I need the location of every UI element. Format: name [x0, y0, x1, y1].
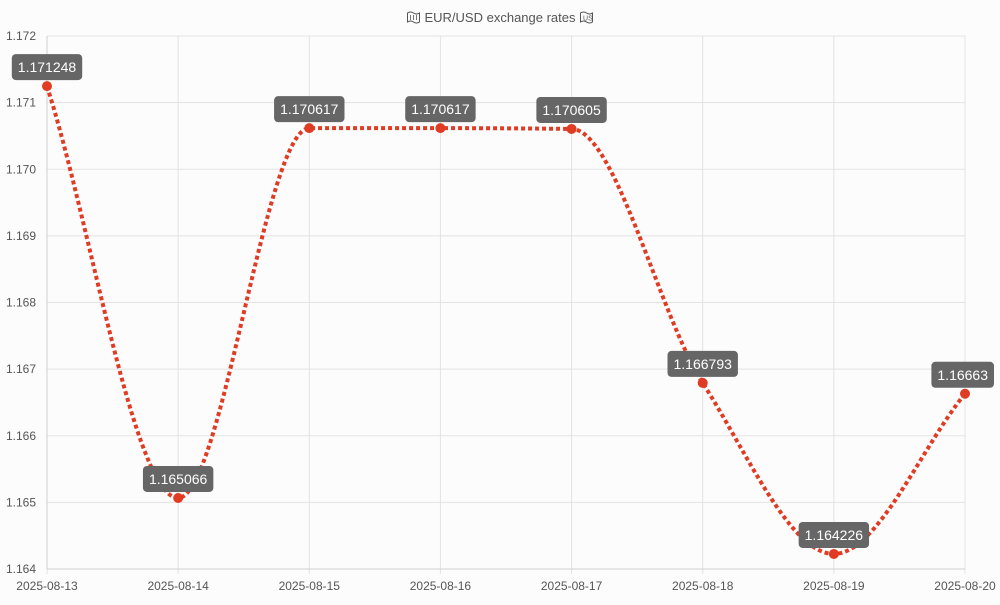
data-label-text: 1.16663: [937, 367, 988, 383]
x-tick-label: 2025-08-19: [803, 579, 865, 593]
x-tick-label: 2025-08-14: [147, 579, 209, 593]
x-tick-label: 2025-08-13: [16, 579, 78, 593]
data-label-text: 1.171248: [18, 59, 77, 75]
data-point: [960, 388, 970, 399]
data-label-text: 1.165066: [149, 471, 208, 487]
svg-text:US: US: [583, 16, 593, 23]
x-tick-label: 2025-08-18: [672, 579, 734, 593]
data-labels: 1.171248 1.165066 1.170617 1.170617 1.170605…: [11, 54, 994, 548]
data-label-box: [142, 465, 214, 492]
data-label: 1.170605: [536, 96, 607, 123]
data-point: [828, 548, 839, 559]
data-point: [697, 377, 708, 388]
data-label-box: [11, 54, 83, 81]
axes: 1.1641.1651.1661.1671.1681.1691.1701.171…: [6, 29, 996, 593]
data-label-text: 1.164226: [805, 527, 864, 543]
data-label-text: 1.166793: [674, 356, 733, 372]
data-label-box: [667, 350, 738, 377]
y-tick-label: 1.170: [6, 162, 36, 176]
data-label-text: 1.170617: [280, 101, 339, 117]
eu-flag-icon: [406, 11, 420, 24]
y-tick-label: 1.169: [6, 229, 36, 243]
x-tick-label: 2025-08-17: [541, 579, 603, 593]
grid-lines: [46, 35, 966, 574]
data-label: 1.166793: [667, 350, 738, 377]
data-label-box: [536, 96, 607, 123]
y-tick-label: 1.164: [6, 562, 36, 576]
y-tick-label: 1.167: [6, 362, 36, 376]
data-label-text: 1.170605: [542, 102, 601, 118]
data-label-box: [274, 96, 345, 123]
data-point: [304, 123, 315, 134]
data-label: 1.170617: [274, 96, 345, 123]
data-label: 1.171248: [11, 54, 83, 81]
y-tick-label: 1.166: [6, 429, 36, 443]
x-tick-label: 2025-08-15: [279, 579, 341, 593]
y-tick-label: 1.172: [6, 29, 36, 43]
data-point: [173, 492, 184, 503]
chart-title: EUR/USD exchange rates US: [406, 10, 593, 25]
x-tick-label: 2025-08-20: [934, 579, 996, 593]
data-label: 1.16663: [931, 361, 994, 388]
data-label-box: [405, 96, 476, 123]
data-label-text: 1.170617: [411, 101, 470, 117]
data-points: [42, 81, 970, 559]
data-label-box: [798, 521, 870, 548]
us-flag-icon: US: [580, 11, 593, 24]
y-tick-label: 1.168: [6, 296, 36, 310]
data-point: [42, 81, 52, 92]
data-label-box: [931, 361, 994, 388]
y-tick-label: 1.165: [6, 495, 36, 509]
x-tick-label: 2025-08-16: [410, 579, 472, 593]
data-label: 1.164226: [798, 521, 870, 548]
data-point: [566, 123, 577, 134]
data-label: 1.170617: [405, 96, 476, 123]
chart-title-text: EUR/USD exchange rates: [424, 10, 576, 25]
data-label: 1.165066: [142, 465, 214, 492]
y-tick-label: 1.171: [6, 96, 36, 110]
data-point: [435, 123, 446, 134]
